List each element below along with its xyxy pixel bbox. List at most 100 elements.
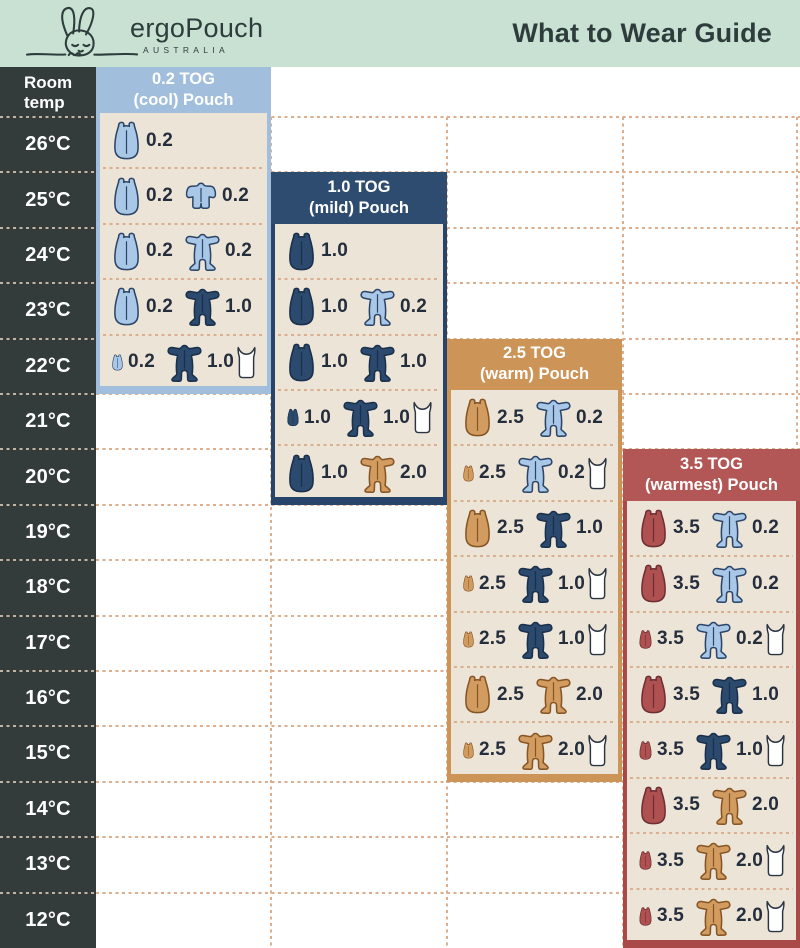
panel-0.2-tog-cool-pouch: 0.2 TOG (cool) Pouch 0.2 0.2 0.2 0.2 0.2 0.2 1.0…: [96, 67, 271, 394]
pouch-tog-value: 3.5: [656, 849, 684, 871]
pouch-icon: [641, 786, 666, 825]
pouch-icon: [641, 675, 666, 714]
pouch-tog-value: 2.5: [497, 683, 525, 705]
singlet-icon: [588, 623, 607, 656]
sleepsuit-icon: [712, 566, 747, 604]
temp-cell: 15°C: [25, 742, 71, 765]
pouch-tog-value: 2.5: [478, 628, 506, 650]
temp-cell: 21°C: [25, 410, 71, 433]
pouch-tog-value: 1.0: [321, 462, 349, 484]
guide-row-14c: 3.5 2.0: [627, 776, 796, 833]
pouch-tog-value: 0.2: [127, 351, 155, 373]
panel-title-line2: (cool) Pouch: [133, 91, 234, 109]
guide-row-16c: 3.5 1.0: [627, 665, 796, 722]
singlet-icon: [237, 346, 256, 379]
singlet-icon: [588, 734, 607, 766]
temp-cell: 22°C: [25, 354, 71, 377]
singlet-icon: [766, 623, 785, 656]
guide-row-25c: 0.2 0.2: [100, 167, 267, 223]
pouch-tog-value: 1.0: [321, 295, 349, 317]
pouch-icon: [289, 454, 314, 492]
garment-tog-value: 2.0: [557, 739, 585, 761]
pouch-tog-value: 3.5: [673, 572, 701, 594]
sleepsuit-icon: [185, 233, 220, 271]
pouch-tog-value: 0.2: [146, 129, 174, 151]
pouch-icon: [641, 509, 666, 548]
panel-title-line1: 2.5 TOG: [503, 343, 566, 362]
singlet-icon: [588, 457, 607, 489]
sleepsuit-icon: [360, 344, 395, 382]
sleepsuit-icon: [536, 676, 571, 715]
pouch-tog-value: 2.5: [478, 739, 506, 761]
garment-tog-value: 1.0: [557, 572, 585, 594]
guide-row-20c: 2.5 0.2: [451, 444, 618, 500]
guide-row-24c: 1.0: [275, 224, 443, 279]
pouch-icon: [289, 232, 314, 271]
room-temp-header: Room temp: [24, 73, 73, 113]
garment-tog-value: 1.0: [206, 351, 234, 373]
garment-tog-value: 1.0: [382, 406, 410, 428]
temp-cell: 18°C: [25, 576, 71, 599]
pouch-icon: [463, 742, 474, 758]
temp-cell: 26°C: [25, 133, 71, 156]
temp-cell: 19°C: [25, 520, 71, 543]
garment-tog-value: 2.0: [576, 683, 604, 705]
guide-row-13c: 3.5 2.0: [627, 832, 796, 888]
pouch-icon: [465, 675, 490, 714]
romper-icon: [185, 182, 217, 210]
garment-tog-value: 0.2: [400, 295, 428, 317]
guide-row-16c: 2.5 2.0: [451, 665, 618, 722]
garment-tog-value: 1.0: [400, 351, 428, 373]
pouch-tog-value: 1.0: [321, 240, 349, 262]
pouch-icon: [465, 509, 490, 548]
temp-cell: 17°C: [25, 631, 71, 654]
pouch-icon: [114, 121, 139, 160]
garment-tog-value: 0.2: [557, 462, 585, 484]
page-title: What to Wear Guide: [512, 18, 772, 48]
sleepsuit-icon: [185, 289, 220, 327]
sleepsuit-icon: [696, 843, 731, 881]
guide-row-19c: 2.5 1.0: [451, 499, 618, 556]
sleepsuit-icon: [536, 399, 571, 438]
panel-title-line2: (warm) Pouch: [479, 365, 590, 384]
pouch-icon: [639, 906, 652, 926]
sleepsuit-icon: [518, 732, 553, 770]
singlet-icon: [413, 402, 432, 434]
pouch-tog-value: 3.5: [656, 905, 684, 927]
pouch-icon: [289, 343, 314, 382]
pouch-icon: [112, 354, 123, 371]
brand-name: ergoPouch: [130, 13, 264, 43]
pouch-tog-value: 3.5: [673, 517, 701, 539]
singlet-icon: [766, 900, 785, 932]
guide-row-26c: 0.2: [100, 113, 267, 168]
pouch-tog-value: 0.2: [146, 185, 174, 207]
garment-tog-value: 2.0: [400, 462, 428, 484]
pouch-icon: [463, 631, 474, 648]
header-bar: ergoPouch AUSTRALIA What to Wear Guide: [0, 0, 800, 67]
temp-cell: 20°C: [25, 465, 71, 488]
sleepsuit-icon: [712, 510, 747, 548]
pouch-icon: [641, 564, 666, 603]
garment-tog-value: 0.2: [225, 240, 253, 262]
garment-tog-value: 0.2: [222, 185, 250, 207]
panel-2.5-tog-warm-pouch: 2.5 TOG (warm) Pouch 2.5 0.2 2.5 0.2 2.5 1.0 2.5…: [447, 338, 622, 782]
pouch-tog-value: 1.0: [303, 406, 331, 428]
singlet-icon: [766, 845, 785, 877]
temp-cell: 12°C: [25, 908, 71, 931]
panel-1.0-tog-mild-pouch: 1.0 TOG (mild) Pouch 1.0 1.0 0.2 1.0 1.0 1.0 1.0…: [271, 172, 447, 505]
pouch-tog-value: 3.5: [673, 683, 701, 705]
brand-text-block: ergoPouch AUSTRALIA: [130, 15, 263, 62]
panel-3.5-tog-warmest-pouch: 3.5 TOG (warmest) Pouch 3.5 0.2 3.5 0.2 3.5 0.2…: [623, 449, 800, 948]
pouch-icon: [114, 232, 139, 271]
sleepsuit-icon: [518, 566, 553, 604]
guide-row-19c: 3.5 0.2: [627, 501, 796, 556]
pouch-icon: [287, 409, 299, 427]
bunny-logo-icon: [25, 6, 139, 57]
singlet-icon: [588, 568, 607, 600]
sleepsuit-icon: [518, 621, 553, 659]
guide-row-17c: 2.5 1.0: [451, 610, 618, 667]
temp-cell: 25°C: [25, 188, 71, 211]
guide-row-17c: 3.5 0.2: [627, 610, 796, 667]
guide-row-12c: 3.5 2.0: [627, 887, 796, 940]
